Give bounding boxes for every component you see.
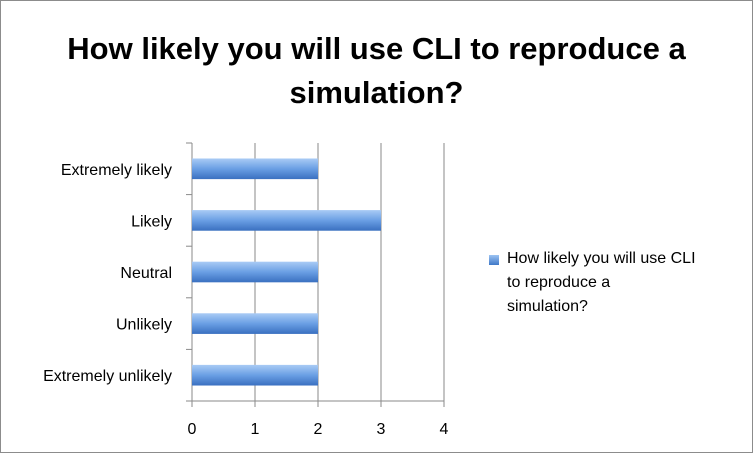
bar-neutral xyxy=(192,261,318,283)
bar-unlikely xyxy=(192,313,318,334)
y-category-label-neutral: Neutral xyxy=(120,265,172,282)
legend-entry: How likely you will use CLI to reproduce … xyxy=(507,250,696,315)
y-category-label-unlikely: Unlikely xyxy=(116,317,172,334)
x-tick-label-2: 2 xyxy=(314,421,323,438)
y-category-label-extremely-likely: Extremely likely xyxy=(61,162,172,179)
y-category-label-likely: Likely xyxy=(131,213,172,230)
x-tick-label-3: 3 xyxy=(377,421,386,438)
chart-title: How likely you will use CLI to reproduce… xyxy=(67,31,686,110)
legend-swatch xyxy=(489,255,499,265)
x-tick-label-4: 4 xyxy=(440,421,449,438)
bar-likely xyxy=(192,210,381,231)
x-tick-label-0: 0 xyxy=(188,421,197,438)
y-category-label-extremely-unlikely: Extremely unlikely xyxy=(43,368,172,385)
x-tick-label-1: 1 xyxy=(251,421,260,438)
bar-extremely-unlikely xyxy=(192,364,318,386)
bar-extremely-likely xyxy=(192,158,318,180)
